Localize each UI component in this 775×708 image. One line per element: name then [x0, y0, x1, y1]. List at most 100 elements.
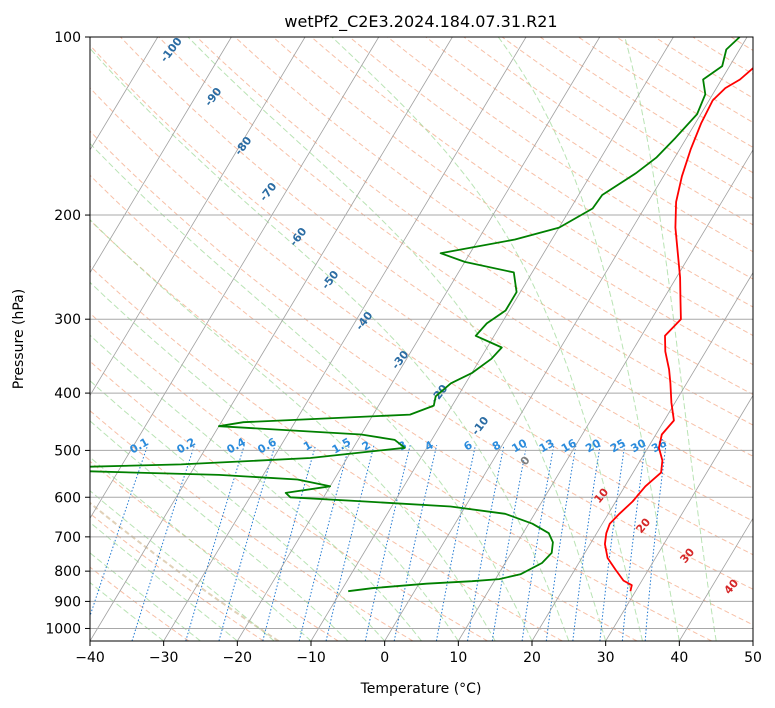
- mixing-ratio-label: 0.6: [255, 435, 279, 456]
- isotherm-label: -80: [232, 134, 255, 158]
- plot-area: 0.1 0.2 0.4 0.6 1 1.5 2 3 4 6 8 10 13 16 20 25 30 36-100-…: [0, 35, 753, 641]
- isotherm-line: [384, 37, 748, 641]
- mixing-ratio-line: [491, 445, 528, 641]
- line-labels: 0.1 0.2 0.4 0.6 1 1.5 2 3 4 6 8 10 13 16 20 25 30 36-100-…: [128, 35, 742, 597]
- isotherm-label: -90: [202, 85, 225, 109]
- isotherm-label: -70: [257, 180, 280, 204]
- isotherm-line: [457, 149, 753, 641]
- dry-adiabat-line: [90, 360, 488, 641]
- dry-adiabat-line: [90, 130, 753, 590]
- x-tick-label: −10: [296, 650, 326, 666]
- isotherm-line: [163, 37, 527, 641]
- y-tick-label: 400: [54, 386, 81, 402]
- mixing-ratio-line: [364, 445, 411, 641]
- moist-adiabat-line: [90, 521, 238, 641]
- mixing-ratio-line: [298, 445, 350, 641]
- y-tick-label: 300: [54, 312, 81, 328]
- x-tick-label: −30: [149, 650, 179, 666]
- x-tick-label: 50: [744, 650, 762, 666]
- mixing-ratio-line: [572, 445, 601, 641]
- x-axis-title: Temperature (°C): [360, 681, 482, 697]
- x-tick-label: 0: [380, 650, 389, 666]
- dry-adiabat-line: [90, 174, 753, 626]
- y-axis-ticks: 100 200 300 400 500 600 700 800 900 1000: [45, 30, 90, 637]
- moist-adiabat-line: [90, 47, 570, 641]
- isotherm-label: -30: [389, 348, 412, 372]
- moist-adiabat-line: [90, 334, 422, 641]
- x-tick-label: 10: [449, 650, 467, 666]
- isotherm-label: -100: [158, 35, 185, 65]
- x-tick-label: −40: [75, 650, 105, 666]
- moist-adiabat-line: [90, 456, 312, 641]
- dry-adiabat-line: [90, 460, 339, 641]
- mixing-ratio-label: 30: [629, 436, 649, 455]
- moist-adiabat-line: [90, 281, 459, 641]
- dry-adiabat-line: [90, 219, 712, 641]
- mixing-ratio-line: [185, 445, 245, 641]
- moist-adiabat-line: [331, 37, 643, 641]
- mixing-ratio-line: [521, 445, 555, 641]
- mixing-ratio-line: [467, 445, 505, 641]
- isotherm-line: [531, 271, 753, 641]
- mixing-ratio-label: 13: [537, 436, 557, 455]
- mixing-ratio-label: 8: [490, 438, 503, 453]
- y-tick-label: 500: [54, 443, 81, 459]
- dry-adiabat-line: [90, 44, 753, 522]
- moist-adiabat-line: [90, 490, 275, 641]
- dry-adiabat-line: [90, 312, 563, 641]
- y-tick-label: 100: [54, 30, 81, 46]
- moist-adiabat-label: 40: [721, 576, 741, 596]
- mixing-ratio-line: [325, 445, 375, 641]
- dry-adiabat-line: [616, 37, 753, 124]
- x-tick-label: 30: [597, 650, 615, 666]
- isotherm-line: [90, 37, 380, 519]
- dry-adiabat-line: [654, 37, 753, 99]
- isotherm-line: [90, 37, 306, 397]
- mixing-ratio-label: 0.1: [128, 435, 151, 456]
- x-tick-label: −20: [223, 650, 253, 666]
- dry-adiabat-line: [158, 37, 753, 457]
- y-tick-label: 600: [54, 490, 81, 506]
- mixing-ratio-label: 25: [608, 436, 628, 455]
- moist-adiabat-line: [90, 420, 349, 641]
- moist-adiabat-label: 10: [591, 485, 611, 505]
- dry-adiabat-line: [272, 37, 753, 366]
- isotherm-line: [90, 37, 453, 641]
- moist-adiabat-label: 20: [633, 515, 653, 535]
- isotherm-line: [236, 37, 601, 641]
- mixing-ratio-line: [644, 445, 667, 641]
- x-tick-label: 40: [670, 650, 688, 666]
- y-tick-label: 200: [54, 208, 81, 224]
- moist-adiabat-line: [90, 218, 496, 641]
- isotherm-line: [605, 394, 753, 641]
- moist-adiabat-line: [497, 37, 680, 641]
- mixing-ratio-line: [621, 445, 646, 641]
- dry-adiabat-line: [349, 37, 753, 308]
- isotherm-label: -60: [287, 225, 310, 249]
- isotherm-label: 0: [518, 454, 533, 468]
- dry-adiabat-line: [90, 265, 638, 641]
- y-tick-label: 1000: [45, 621, 81, 637]
- mixing-ratio-line: [131, 445, 195, 641]
- pressure-gridlines: [90, 37, 753, 629]
- moist-adiabat-line: [90, 581, 164, 641]
- mixing-ratio-label: 10: [509, 436, 529, 455]
- isotherm-line: [752, 640, 753, 641]
- isotherm-line: [90, 37, 232, 274]
- chart-title: wetPf2_C2E3.2024.184.07.31.R21: [284, 12, 557, 32]
- isotherm-label: -10: [469, 414, 492, 438]
- mixing-ratio-line: [599, 445, 626, 641]
- y-tick-label: 900: [54, 594, 81, 610]
- plot-frame: [89, 36, 754, 642]
- mixing-ratio-line: [435, 445, 476, 641]
- dry-adiabats: [90, 37, 753, 641]
- dry-adiabat-line: [425, 37, 753, 253]
- isotherm-line: [0, 37, 10, 641]
- mixing-ratio-line: [262, 445, 317, 641]
- moist-adiabat-line: [187, 37, 607, 641]
- dry-adiabat-line: [90, 512, 264, 641]
- dry-adiabat-line: [90, 501, 280, 641]
- mixing-ratio-label: 6: [461, 438, 474, 453]
- moist-adiabat-line: [624, 37, 717, 641]
